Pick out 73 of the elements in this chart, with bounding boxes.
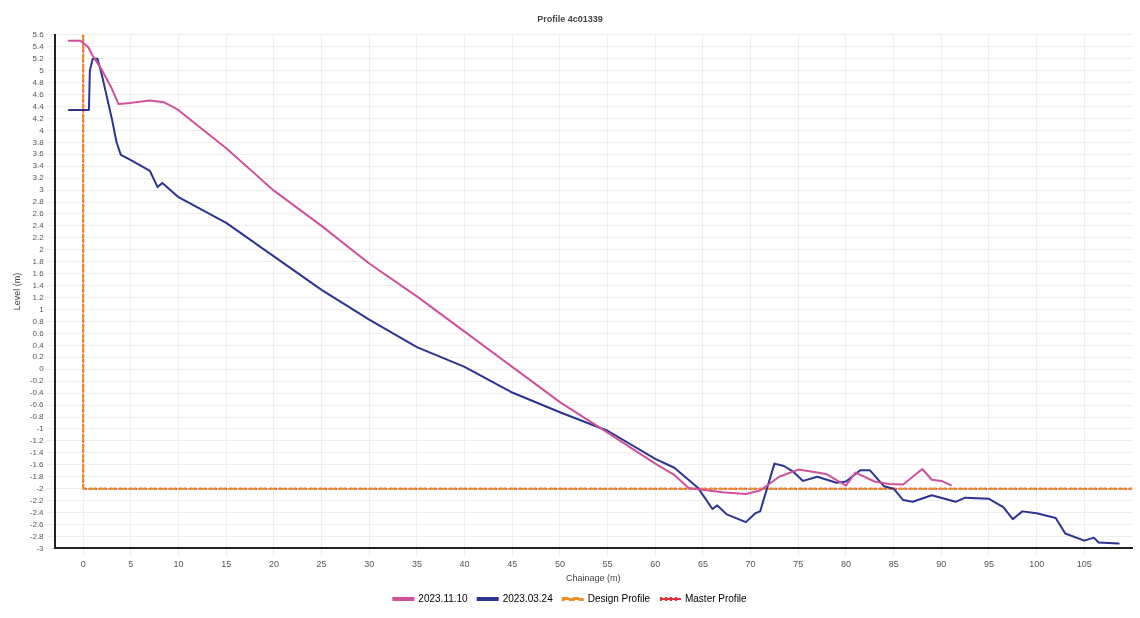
x-tick-label: 55 <box>602 559 613 570</box>
legend-label: 2023.11.10 <box>418 592 469 604</box>
y-tick-label: -2.2 <box>29 495 45 505</box>
y-tick-label: -1 <box>36 424 45 434</box>
x-tick-label: 65 <box>697 559 708 570</box>
y-axis-title: Level (m) <box>11 272 22 311</box>
y-tick-label: 2.6 <box>32 209 45 219</box>
x-tick-label: 100 <box>1029 559 1045 570</box>
x-tick-label: 85 <box>888 559 899 570</box>
legend-label: 2023.03.24 <box>502 592 554 604</box>
y-tick-label: -2.6 <box>29 519 45 529</box>
y-tick-label: -0.4 <box>29 388 45 398</box>
y-tick-label: 0.8 <box>32 316 45 326</box>
y-tick-label: 5.4 <box>32 41 45 51</box>
x-tick-label: 95 <box>983 559 994 570</box>
y-tick-label: 5 <box>39 65 45 75</box>
x-tick-label: 45 <box>507 559 518 570</box>
y-tick-label: 3 <box>39 185 45 195</box>
y-tick-label: -1.2 <box>29 436 45 446</box>
y-tick-label: 1.2 <box>32 292 45 302</box>
y-tick-label: 0 <box>39 364 45 374</box>
x-tick-label: 15 <box>221 559 232 570</box>
y-tick-label: -1.4 <box>29 448 45 458</box>
y-tick-label: 4.4 <box>32 101 45 111</box>
y-tick-label: 4.6 <box>32 89 45 99</box>
y-tick-label: -2.8 <box>29 531 45 541</box>
y-tick-label: 5.6 <box>32 30 45 39</box>
y-tick-label: -1.6 <box>29 459 45 469</box>
y-tick-label: -3 <box>36 543 45 553</box>
x-tick-label: 75 <box>793 559 804 570</box>
y-tick-label: 1 <box>39 304 45 314</box>
y-tick-label: 5.2 <box>32 53 45 63</box>
y-tick-label: -1.8 <box>29 471 45 481</box>
y-tick-label: 3.8 <box>32 137 45 147</box>
x-tick-label: 50 <box>554 559 565 570</box>
y-tick-label: 4.8 <box>32 77 45 87</box>
x-tick-label: 30 <box>364 559 375 570</box>
x-tick-label: 105 <box>1076 559 1092 570</box>
x-tick-label: 35 <box>411 559 422 570</box>
x-tick-label: 5 <box>128 559 134 570</box>
x-tick-label: 20 <box>268 559 279 570</box>
y-tick-label: 0.4 <box>32 340 45 350</box>
y-tick-label: 4 <box>39 125 45 135</box>
y-tick-label: -2 <box>36 483 45 493</box>
x-tick-label: 10 <box>173 559 184 570</box>
y-tick-label: 1.6 <box>32 268 45 278</box>
x-tick-label: 80 <box>840 559 851 570</box>
y-tick-label: 2 <box>39 245 45 254</box>
y-tick-label: 2.2 <box>32 233 45 243</box>
y-tick-label: 3.4 <box>32 161 45 171</box>
y-tick-label: 2.8 <box>32 197 45 207</box>
chart-title: Profile 4c01339 <box>537 13 603 24</box>
x-tick-label: 40 <box>459 559 470 570</box>
x-tick-label: 70 <box>745 559 756 570</box>
y-tick-label: 3.6 <box>32 149 45 159</box>
y-tick-label: 2.4 <box>32 221 45 231</box>
y-tick-label: 4.2 <box>32 113 45 123</box>
legend-label: Design Profile <box>587 592 651 604</box>
x-tick-label: 90 <box>936 559 947 570</box>
legend-label: Master Profile <box>684 592 748 604</box>
x-axis-title: Chainage (m) <box>566 573 621 584</box>
y-tick-label: 1.4 <box>32 280 45 290</box>
x-tick-label: 0 <box>80 559 86 570</box>
y-tick-label: -0.2 <box>29 376 45 386</box>
y-tick-label: -0.8 <box>29 412 45 422</box>
y-tick-label: 0.2 <box>32 352 45 362</box>
y-tick-label: -0.6 <box>29 400 45 410</box>
x-tick-label: 60 <box>650 559 661 570</box>
y-tick-label: 1.8 <box>32 256 45 266</box>
y-tick-label: 0.6 <box>32 328 45 338</box>
y-tick-label: 3.2 <box>32 173 45 183</box>
x-tick-label: 25 <box>316 559 327 570</box>
y-tick-label: -2.4 <box>29 507 45 517</box>
